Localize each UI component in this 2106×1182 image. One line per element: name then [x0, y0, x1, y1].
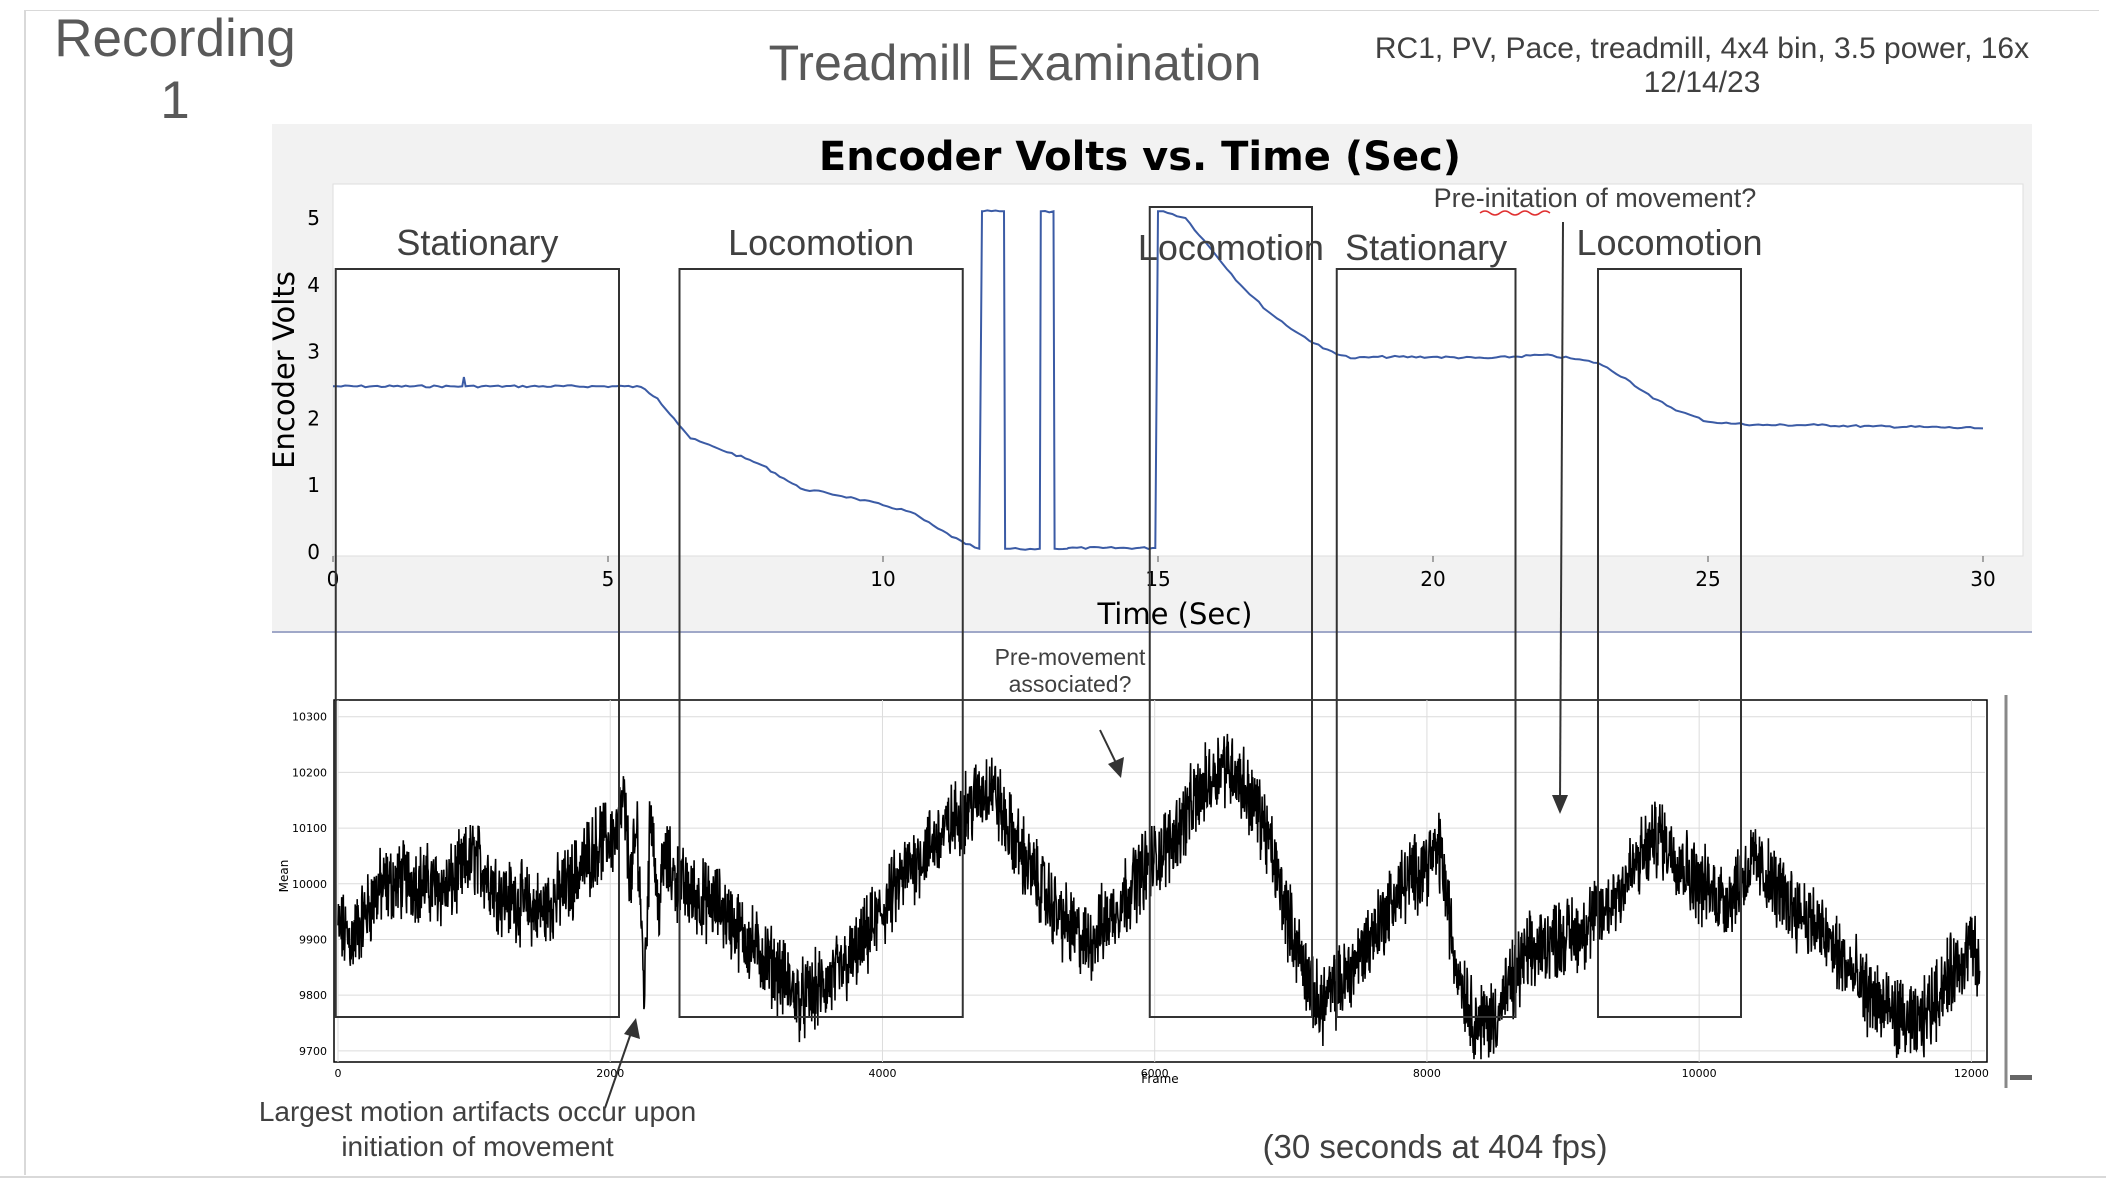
- encoder-y-tick-label: 2: [307, 406, 320, 430]
- encoder-y-axis-label: Encoder Volts: [267, 271, 301, 469]
- slide-border: [24, 10, 26, 1175]
- mean-x-tick-label: 6000: [1141, 1067, 1169, 1080]
- mean-y-tick-label: 9800: [299, 989, 327, 1002]
- region-box: [1148, 206, 1313, 1018]
- encoder-x-tick-label: 5: [602, 567, 615, 591]
- encoder-x-tick-label: 25: [1695, 567, 1720, 591]
- mean-y-tick-label: 10300: [292, 711, 327, 724]
- region-boxes: Stationary Locomotion Locomotion Stationary…: [334, 206, 1763, 1018]
- encoder-x-tick-label: 0: [327, 567, 340, 591]
- mean-y-tick-label: 10100: [292, 822, 327, 835]
- mean-x-axis-label: Frame: [1141, 1072, 1178, 1086]
- region-box-label: Locomotion: [728, 222, 914, 263]
- mean-x-tick-label: 10000: [1682, 1067, 1717, 1080]
- preinitation-note: Pre-initation of movement?: [1434, 183, 1757, 213]
- slide-border: [0, 1176, 2106, 1178]
- mean-series-line: [337, 733, 1981, 1060]
- encoder-x-tick-label: 30: [1970, 567, 1995, 591]
- premovement-arrow: [1099, 729, 1118, 766]
- encoder-chart-title: Encoder Volts vs. Time (Sec): [819, 134, 1461, 180]
- mean-ticks: 0 2000 4000 6000 8000 10000 12000 9700 9800 9900 1…: [292, 711, 1989, 1080]
- mean-y-tick-label: 10200: [292, 766, 327, 779]
- encoder-series-line: [333, 209, 1984, 551]
- artifact-note: Largest motion artifacts occur upon init…: [258, 1096, 697, 1162]
- slide-title: Treadmill Examination: [768, 35, 1262, 91]
- encoder-x-axis-label: Time (Sec): [1096, 597, 1252, 631]
- region-box-label: Stationary: [1345, 227, 1507, 268]
- mean-x-tick-label: 8000: [1413, 1067, 1441, 1080]
- mean-grid: [337, 700, 1985, 1062]
- artifact-arrow: [604, 1029, 633, 1109]
- mean-x-tick-label: 2000: [596, 1067, 624, 1080]
- mean-y-tick-label: 9700: [299, 1045, 327, 1058]
- region-box-label: Locomotion: [1138, 227, 1324, 268]
- region-box-label: Locomotion: [1576, 222, 1762, 263]
- arrow-head: [1552, 795, 1568, 814]
- region-box: [1335, 268, 1517, 1018]
- mean-y-tick-label: 10000: [292, 878, 327, 891]
- region-box: [1597, 268, 1742, 1018]
- encoder-x-tick-label: 10: [870, 567, 895, 591]
- encoder-x-tick-label: 20: [1420, 567, 1445, 591]
- region-box: [334, 268, 620, 1018]
- encoder-y-tick-label: 0: [307, 540, 320, 564]
- slide-border: [24, 10, 2099, 11]
- arrow-head: [1108, 757, 1124, 778]
- premovement-note: Pre-movement associated?: [994, 644, 1146, 697]
- encoder-y-tick-label: 4: [307, 273, 320, 297]
- fps-note: (30 seconds at 404 fps): [1262, 1128, 1608, 1165]
- mean-y-axis-label: Mean: [277, 860, 291, 893]
- mean-y-tick-label: 9900: [299, 933, 327, 946]
- region-box-label: Stationary: [396, 222, 558, 263]
- mean-x-tick-label: 0: [335, 1067, 342, 1080]
- mean-x-tick-label: 12000: [1954, 1067, 1989, 1080]
- region-box: [678, 268, 964, 1018]
- recording-params: RC1, PV, Pace, treadmill, 4x4 bin, 3.5 p…: [1374, 32, 2030, 99]
- encoder-y-tick-label: 1: [307, 473, 320, 497]
- encoder-y-tick-label: 3: [307, 340, 320, 364]
- arrow-head: [624, 1018, 640, 1039]
- spellcheck-underline: [1479, 210, 1551, 216]
- mean-x-tick-label: 4000: [868, 1067, 896, 1080]
- encoder-y-tick-label: 5: [307, 206, 320, 230]
- scrollbar-thumb: [2010, 1075, 2032, 1080]
- recording-title: Recording 1: [54, 9, 296, 130]
- preinitation-arrow: [1559, 221, 1564, 804]
